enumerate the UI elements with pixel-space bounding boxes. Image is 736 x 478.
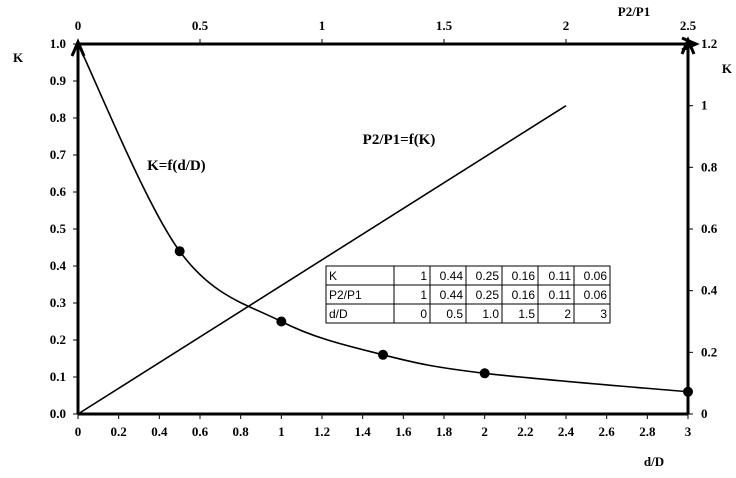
table-cell: 0.11	[549, 288, 572, 302]
left-tick-label: 0.1	[50, 369, 66, 384]
bottom-axis-label: d/D	[644, 454, 664, 469]
left-tick-label: 0.9	[50, 73, 67, 88]
table-frame	[325, 265, 611, 324]
table-cell: 0.5	[446, 307, 463, 321]
bottom-tick-label: 1	[278, 424, 285, 439]
axes-layer	[70, 36, 700, 419]
series-k-curve	[77, 43, 689, 393]
table-row-label: d/D	[329, 307, 348, 321]
left-tick-label: 0.4	[50, 258, 67, 273]
series-k-point	[174, 246, 185, 257]
bottom-tick-label: 0.2	[111, 424, 127, 439]
table-cell: 0.06	[584, 269, 608, 283]
right-tick-label: 0	[701, 406, 708, 421]
table-cell: 0.06	[584, 288, 608, 302]
table-cell: 0.44	[440, 269, 464, 283]
annotation-p-line: P2/P1=f(K)	[363, 132, 436, 148]
table-cell: 0.16	[512, 288, 536, 302]
bottom-tick-label: 3	[685, 424, 692, 439]
table-cell: 1	[420, 288, 427, 302]
top-tick-label: 2	[563, 18, 570, 33]
top-tick-label: 1.5	[436, 18, 453, 33]
bottom-tick-label: 1.2	[314, 424, 330, 439]
series-k-point	[276, 316, 287, 327]
top-tick-label: 0.5	[192, 18, 209, 33]
bottom-tick-label: 0.6	[192, 424, 209, 439]
table-cell: 2	[564, 307, 571, 321]
table-cell: 0.25	[476, 288, 500, 302]
table-cell: 0.25	[476, 269, 500, 283]
table-cell: 1.0	[482, 307, 499, 321]
table-cell: 1	[420, 269, 427, 283]
right-tick-label: 0.2	[701, 344, 717, 359]
bottom-tick-label: 1.6	[395, 424, 412, 439]
right-tick-label: 1.2	[701, 36, 717, 51]
table-cell: 0.44	[440, 288, 464, 302]
bottom-tick-label: 2	[481, 424, 488, 439]
right-tick-label: 0.8	[701, 159, 718, 174]
left-tick-label: 0.7	[50, 147, 67, 162]
right-tick-label: 0.4	[701, 283, 718, 298]
top-axis-label: P2/P1	[618, 4, 651, 19]
left-tick-label: 1.0	[50, 36, 66, 51]
series-layer	[77, 43, 693, 415]
table-cell: 1.5	[518, 307, 535, 321]
bottom-tick-label: 2.4	[558, 424, 575, 439]
table-cell: 3	[600, 307, 607, 321]
bottom-tick-label: 2.2	[517, 424, 533, 439]
series-p-line	[77, 104, 567, 415]
top-tick-label: 1	[319, 18, 326, 33]
left-tick-label: 0.3	[50, 295, 67, 310]
left-tick-label: 0.6	[50, 184, 67, 199]
top-tick-label: 0	[75, 18, 82, 33]
series-k-point	[378, 349, 388, 360]
series-k-point	[683, 386, 693, 397]
table-cell: 0.16	[512, 269, 536, 283]
bottom-tick-label: 2.6	[599, 424, 616, 439]
bottom-tick-label: 0	[75, 424, 82, 439]
left-tick-label: 0.2	[50, 332, 66, 347]
bottom-tick-label: 1.4	[355, 424, 372, 439]
tick-labels-layer: 0 0.2 0.4 0.6 0.8 1 1.2 1.4 1.6 1.8 2 2.2 2.4 2.6 2.8 3…	[50, 18, 718, 439]
data-table: K 1 0.44 0.25 0.16 0.11 0.06 P2/P1 1 0.44 0.25 0.16…	[325, 265, 611, 324]
series-k-point	[479, 368, 490, 379]
bottom-tick-label: 0.4	[151, 424, 168, 439]
annotation-k-curve: K=f(d/D)	[147, 158, 206, 174]
bottom-tick-label: 1.8	[436, 424, 453, 439]
bottom-tick-label: 2.8	[639, 424, 656, 439]
table-row-label: P2/P1	[329, 288, 362, 302]
table-row-label: K	[329, 269, 337, 283]
right-tick-label: 0.6	[701, 221, 718, 236]
right-tick-label: 1	[701, 98, 708, 113]
left-tick-label: 0.8	[50, 110, 67, 125]
left-axis-label: K	[13, 50, 24, 65]
table-cell: 0	[420, 307, 427, 321]
bottom-tick-label: 0.8	[233, 424, 250, 439]
top-axis-arrow	[681, 36, 700, 52]
table-cell: 0.11	[549, 269, 572, 283]
left-tick-label: 0.5	[50, 221, 67, 236]
left-tick-label: 0.0	[50, 406, 66, 421]
right-axis-label: K	[722, 61, 733, 76]
top-tick-label: 2.5	[680, 18, 697, 33]
